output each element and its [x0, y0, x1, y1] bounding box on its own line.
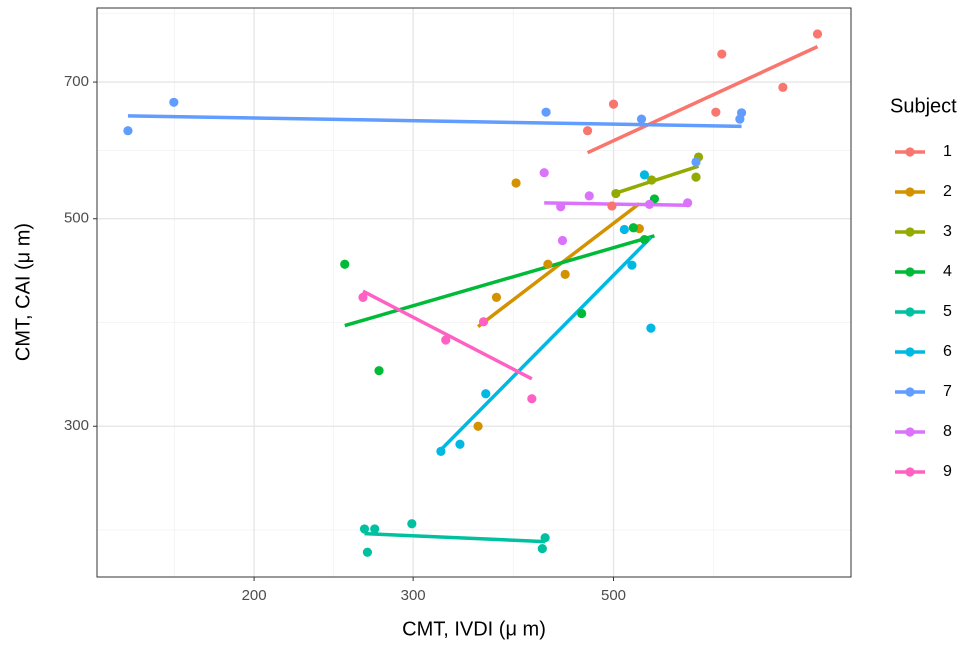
point: [537, 543, 547, 554]
point: [717, 49, 727, 59]
point: [711, 107, 721, 117]
legend-label: 7: [943, 383, 952, 400]
point: [607, 201, 617, 211]
point: [691, 172, 701, 182]
point: [481, 389, 491, 399]
point: [646, 323, 656, 333]
x-tick-label: 300: [401, 587, 426, 604]
x-tick-label: 500: [601, 587, 626, 604]
legend-label: 1: [943, 143, 952, 160]
point: [608, 99, 619, 109]
legend-label: 4: [943, 263, 952, 280]
point: [407, 519, 417, 529]
legend-label: 6: [943, 343, 952, 360]
point: [627, 260, 637, 270]
point: [691, 157, 701, 167]
point: [639, 170, 650, 180]
point: [491, 292, 502, 302]
point: [636, 114, 647, 124]
legend-key-point: [905, 467, 915, 477]
point: [639, 234, 650, 245]
legend-label: 9: [943, 463, 952, 480]
point: [539, 168, 549, 178]
point: [735, 114, 745, 124]
point: [478, 317, 489, 327]
point: [577, 308, 587, 319]
trend-line: [615, 164, 700, 195]
point: [647, 175, 657, 185]
point: [541, 107, 551, 117]
point: [374, 366, 384, 376]
legend-label: 3: [943, 223, 952, 240]
trend-line: [364, 531, 546, 544]
trend-line: [127, 114, 742, 129]
panel: [97, 8, 851, 577]
legend-key-point: [905, 267, 915, 277]
point: [560, 269, 570, 279]
point: [359, 524, 370, 534]
point: [628, 223, 639, 233]
legend-label: 5: [943, 303, 952, 320]
point: [644, 199, 655, 209]
legend-title: Subject: [890, 95, 957, 117]
point: [619, 224, 629, 235]
legend-label: 8: [943, 423, 952, 440]
marks: [123, 29, 823, 557]
point: [358, 292, 368, 302]
legend-key-point: [905, 387, 915, 397]
point: [362, 547, 373, 557]
point: [543, 259, 553, 269]
point: [473, 421, 483, 431]
point: [778, 82, 788, 92]
point: [557, 235, 568, 246]
x-tick-label: 200: [242, 587, 267, 604]
y-tick-label: 500: [64, 210, 89, 227]
point: [169, 97, 179, 107]
legend-label: 2: [943, 183, 952, 200]
trend-line: [362, 289, 533, 381]
point: [511, 178, 521, 188]
point: [455, 439, 465, 449]
legend: 1 2 3 4 5 6 7 8 9: [895, 143, 952, 480]
x-axis-title: CMT, IVDI (μ m): [402, 618, 546, 640]
point: [370, 524, 380, 534]
y-tick-label: 300: [64, 417, 89, 434]
point: [540, 533, 550, 543]
legend-key-point: [905, 347, 915, 357]
point: [436, 446, 446, 456]
point: [683, 198, 693, 208]
legend-key-point: [905, 227, 915, 237]
trend-line: [439, 236, 653, 451]
trend-line: [344, 234, 655, 328]
legend-key-point: [905, 427, 915, 437]
point: [527, 394, 537, 404]
y-tick-label: 700: [64, 73, 89, 90]
trend-line: [586, 45, 819, 155]
legend-key-point: [905, 147, 915, 157]
legend-key-point: [905, 187, 915, 197]
point: [582, 126, 593, 136]
point: [556, 202, 566, 212]
panel-border: [96, 7, 852, 578]
legend-key-point: [905, 307, 915, 317]
point: [123, 126, 133, 136]
point: [584, 191, 594, 201]
point: [812, 29, 823, 39]
y-axis-title: CMT, CAI (μ m): [12, 223, 34, 361]
point: [340, 259, 350, 269]
point: [441, 335, 451, 345]
point: [611, 188, 621, 199]
